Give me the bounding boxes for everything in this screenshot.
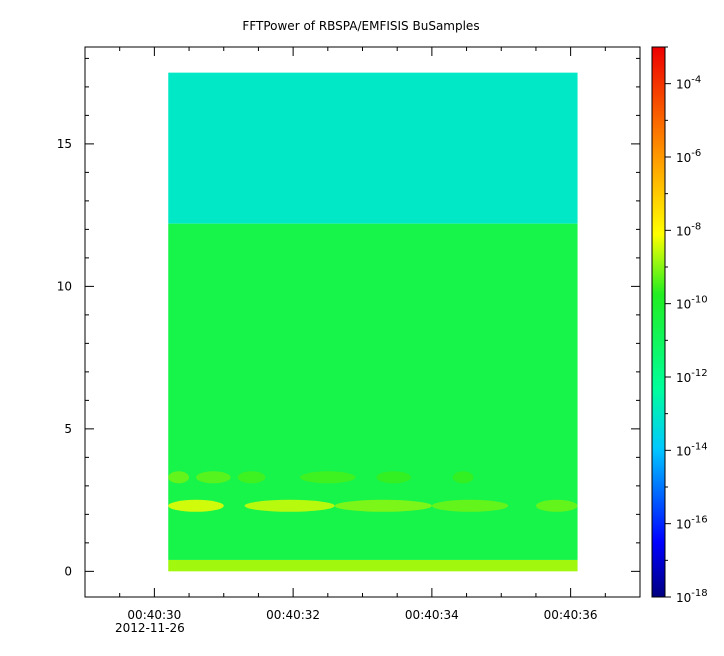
colorbar-tick-label: 10-4	[676, 75, 701, 92]
y-tick-label: 10	[57, 279, 72, 293]
y-tick-label: 0	[64, 564, 72, 578]
heatmap-feature	[300, 471, 356, 484]
heatmap-feature	[168, 471, 190, 484]
colorbar-tick-label: 10-8	[676, 221, 701, 238]
colorbar-tick-label: 10-6	[676, 148, 701, 165]
heatmap-layer	[168, 72, 578, 572]
chart-title: FFTPower of RBSPA/EMFISIS BuSamples	[242, 19, 479, 33]
colorbar-tick-label: 10-16	[676, 515, 708, 532]
y-tick-label: 15	[57, 137, 72, 151]
heatmap-feature	[334, 499, 432, 512]
heatmap-band	[168, 72, 578, 224]
heatmap-feature	[196, 471, 231, 484]
heatmap-feature	[237, 471, 266, 484]
colorbar	[651, 46, 666, 598]
heatmap-feature	[535, 499, 578, 512]
heatmap-feature	[431, 499, 509, 512]
heatmap-band	[168, 559, 578, 572]
x-tick-label: 00:40:34	[405, 608, 459, 622]
x-axis: 00:40:30 00:40:32 00:40:34 00:40:36	[84, 47, 641, 622]
heatmap-feature	[168, 499, 224, 512]
y-axis: 0 5 10 15	[57, 57, 640, 578]
colorbar-axis: 10-4 10-6 10-8 10-10 10-12 10-14 10-16 10-18	[665, 46, 708, 605]
heatmap-feature	[452, 471, 474, 484]
x-date-label: 2012-11-26	[115, 621, 185, 635]
x-tick-label: 00:40:30	[127, 608, 181, 622]
colorbar-tick-label: 10-12	[676, 368, 708, 385]
x-tick-label: 00:40:32	[266, 608, 320, 622]
colorbar-tick-label: 10-10	[676, 295, 708, 312]
y-tick-label: 5	[64, 422, 72, 436]
colorbar-tick-label: 10-18	[676, 588, 708, 605]
heatmap-feature	[376, 471, 412, 484]
heatmap-feature	[244, 499, 335, 512]
colorbar-tick-label: 10-14	[676, 441, 708, 458]
x-tick-label: 00:40:36	[544, 608, 598, 622]
